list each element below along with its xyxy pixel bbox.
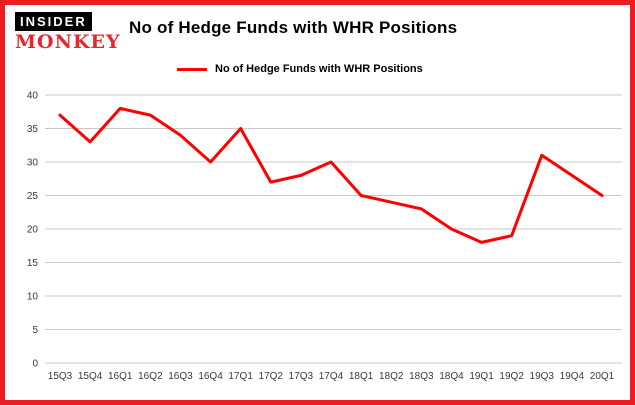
y-tick-label: 5 xyxy=(32,325,38,336)
page-title: No of Hedge Funds with WHR Positions xyxy=(129,18,458,37)
line-chart: 0 5 10 15 20 25 30 35 40 15Q3 15Q4 16Q1 16Q2 16Q3 16Q4… xyxy=(27,91,622,382)
header: INSIDER MONKEY No of Hedge Funds with WH… xyxy=(15,12,457,52)
y-tick-label: 40 xyxy=(27,91,39,102)
x-tick-label: 18Q4 xyxy=(439,371,464,382)
chart-area: 0 5 10 15 20 25 30 35 40 15Q3 15Q4 16Q1 16Q2 16Q3 16Q4… xyxy=(10,85,630,400)
x-tick-label: 19Q2 xyxy=(499,371,524,382)
x-tick-label: 19Q4 xyxy=(560,371,585,382)
x-tick-label: 15Q4 xyxy=(78,371,103,382)
legend-line-swatch xyxy=(177,67,207,71)
x-tick-label: 17Q1 xyxy=(228,371,253,382)
legend: No of Hedge Funds with WHR Positions xyxy=(177,63,423,75)
x-tick-label: 16Q4 xyxy=(198,371,223,382)
y-tick-label: 15 xyxy=(27,258,39,269)
x-tick-label: 18Q3 xyxy=(409,371,434,382)
y-tick-label: 0 xyxy=(32,359,38,370)
x-tick-label: 18Q1 xyxy=(349,371,374,382)
y-tick-label: 30 xyxy=(27,158,39,169)
x-tick-label: 16Q2 xyxy=(138,371,163,382)
x-tick-label: 16Q1 xyxy=(108,371,133,382)
insider-monkey-logo: INSIDER MONKEY xyxy=(15,12,121,53)
x-tick-label: 17Q3 xyxy=(289,371,314,382)
legend-label: No of Hedge Funds with WHR Positions xyxy=(215,63,423,75)
y-tick-label: 20 xyxy=(27,225,39,236)
y-tick-label: 35 xyxy=(27,124,39,135)
x-tick-label: 16Q3 xyxy=(168,371,193,382)
y-tick-label: 25 xyxy=(27,191,39,202)
x-tick-label: 15Q3 xyxy=(48,371,73,382)
logo-insider-text: INSIDER xyxy=(15,12,92,31)
y-tick-label: 10 xyxy=(27,292,39,303)
x-tick-label: 19Q1 xyxy=(469,371,494,382)
data-line xyxy=(58,106,604,244)
x-tick-label: 19Q3 xyxy=(530,371,555,382)
x-tick-label: 17Q4 xyxy=(319,371,344,382)
x-tick-label: 18Q2 xyxy=(379,371,404,382)
x-tick-label: 20Q1 xyxy=(590,371,615,382)
x-tick-label: 17Q2 xyxy=(259,371,284,382)
logo-monkey-text: MONKEY xyxy=(15,31,121,53)
